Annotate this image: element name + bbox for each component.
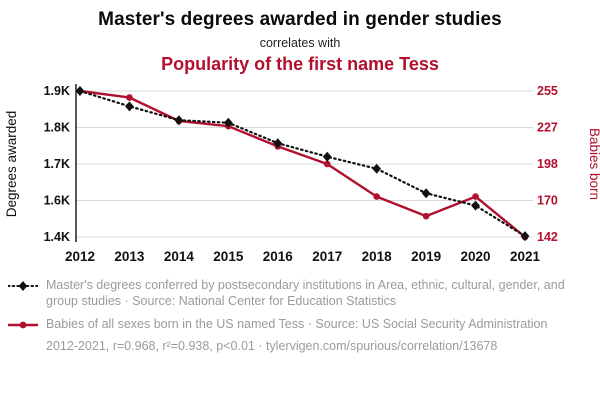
x-tick-label: 2015 — [213, 249, 244, 264]
data-point-diamond — [520, 231, 530, 242]
gridlines — [76, 90, 533, 238]
stats-and-source-line[interactable]: 2012-2021, r=0.968, r²=0.938, p<0.01 · t… — [46, 339, 498, 353]
legend-item-babies: Babies of all sexes born in the US named… — [8, 316, 590, 332]
right-tick-label: 198 — [537, 157, 558, 171]
legend-text-babies: Babies of all sexes born in the US named… — [46, 317, 548, 331]
data-point-diamond — [75, 86, 85, 96]
right-tick-label: 142 — [537, 230, 558, 244]
axis-tick-labels: 1.9K 1.8K 1.7K 1.6K 1.4K 255 227 198 170 142 2012 2… — [44, 84, 558, 264]
data-point-diamond — [372, 163, 382, 174]
left-tick-label: 1.7K — [44, 157, 70, 171]
data-point-circle — [126, 94, 133, 101]
x-tick-label: 2017 — [312, 249, 342, 264]
x-tick-label: 2014 — [164, 249, 195, 264]
x-tick-label: 2012 — [65, 249, 95, 264]
babies-series-marker-icon — [8, 321, 38, 329]
secondary-title: Popularity of the first name Tess — [161, 54, 439, 74]
legend: Master's degrees conferred by postsecond… — [0, 271, 600, 332]
data-point-diamond — [471, 200, 480, 211]
data-point-diamond — [273, 138, 283, 149]
left-tick-label: 1.6K — [44, 194, 70, 208]
x-tick-label: 2018 — [362, 249, 393, 264]
legend-item-degrees: Master's degrees conferred by postsecond… — [8, 277, 590, 309]
correlates-with-label: correlates with — [259, 36, 341, 50]
data-point-diamond — [223, 117, 233, 128]
x-tick-label: 2019 — [411, 249, 441, 264]
chart-canvas: 1.9K 1.8K 1.7K 1.6K 1.4K 255 227 198 170 142 2012 2… — [4, 84, 600, 264]
data-point-circle — [323, 160, 331, 168]
x-tick-label: 2016 — [263, 249, 294, 264]
left-axis-title: Degrees awarded — [4, 111, 19, 218]
x-tick-label: 2021 — [510, 249, 541, 264]
degrees-series — [75, 86, 530, 242]
data-point-circle — [472, 193, 479, 200]
x-tick-label: 2013 — [114, 249, 145, 264]
data-point-diamond — [125, 101, 134, 112]
right-tick-label: 255 — [537, 84, 558, 98]
chart-area: 1.9K 1.8K 1.7K 1.6K 1.4K 255 227 198 170 142 2012 2… — [0, 79, 600, 271]
data-point-circle — [422, 212, 430, 220]
right-axis-title: Babies born — [587, 128, 600, 200]
left-tick-label: 1.4K — [44, 230, 70, 244]
legend-text-degrees: Master's degrees conferred by postsecond… — [46, 278, 565, 308]
data-point-diamond — [174, 115, 184, 126]
right-tick-label: 227 — [537, 121, 558, 135]
x-tick-label: 2020 — [461, 249, 491, 264]
left-tick-label: 1.9K — [44, 84, 70, 98]
data-point-diamond — [421, 188, 431, 199]
data-point-circle — [373, 193, 380, 200]
degrees-series-marker-icon — [8, 281, 38, 291]
right-tick-label: 170 — [537, 194, 558, 208]
left-tick-label: 1.8K — [44, 121, 70, 135]
page-title: Master's degrees awarded in gender studi… — [98, 9, 502, 30]
data-point-diamond — [322, 151, 332, 162]
